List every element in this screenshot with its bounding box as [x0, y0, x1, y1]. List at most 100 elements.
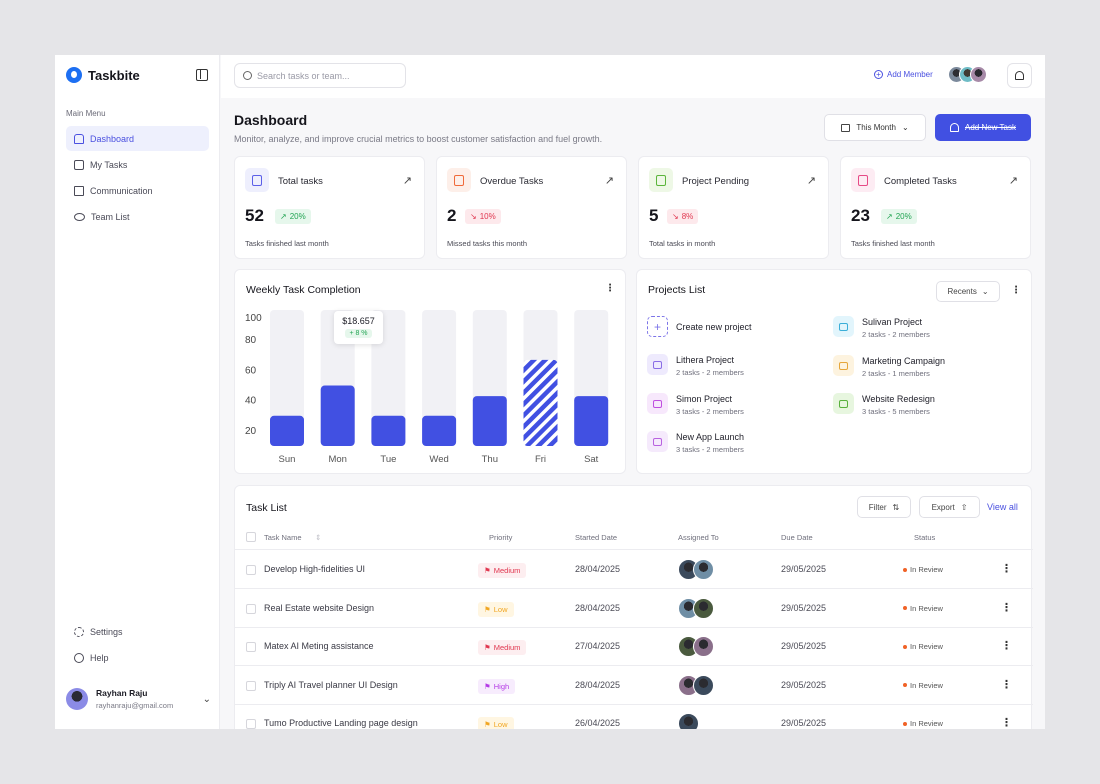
notifications-button[interactable] — [1007, 63, 1032, 88]
export-button[interactable]: Export ⇧ — [919, 496, 980, 518]
date-range-select[interactable]: This Month ⌄ — [824, 114, 926, 141]
task-name[interactable]: Triply AI Travel planner UI Design — [264, 679, 398, 690]
app-logo[interactable]: Taskbite — [66, 67, 140, 83]
started-date: 28/04/2025 — [575, 602, 621, 613]
arrow-up-right-icon[interactable]: ↗ — [604, 175, 614, 187]
search-input[interactable]: Search tasks or team... — [234, 63, 406, 88]
project-item[interactable]: Simon Project 3 tasks - 2 members — [647, 393, 744, 416]
sidebar-item-label: Communication — [90, 185, 153, 196]
bar-sun[interactable] — [270, 415, 304, 446]
create-project-button[interactable]: + Create new project — [647, 316, 752, 337]
task-name[interactable]: Tumo Productive Landing page design — [264, 718, 418, 728]
table-row[interactable]: Develop High-fidelities UI ⚑ Medium 28/04/2… — [235, 551, 1033, 589]
task-name[interactable]: Real Estate website Design — [264, 602, 375, 613]
arrow-up-right-icon[interactable]: ↗ — [402, 175, 412, 187]
trend-down-icon: ↘ — [672, 212, 679, 221]
trend-value: 8% — [681, 212, 694, 221]
sidebar-item-dashboard[interactable]: Dashboard — [66, 126, 209, 151]
bar-sat[interactable] — [574, 396, 609, 446]
recents-select[interactable]: Recents ⌄ — [936, 281, 1000, 302]
sidebar-item-help[interactable]: Help — [66, 645, 209, 670]
add-new-task-button[interactable]: Add New Task — [935, 114, 1031, 141]
stat-value: 5 — [649, 206, 659, 225]
sort-icon[interactable]: ⇕ — [315, 533, 322, 542]
stat-card[interactable]: Project Pending ↗ 5 ↘ 8% Total tasks in month — [638, 156, 829, 259]
project-meta: 3 tasks - 5 members — [862, 407, 930, 416]
y-tick-label: 60 — [245, 365, 257, 376]
due-date: 29/05/2025 — [781, 564, 827, 574]
stat-icon — [649, 168, 673, 192]
table-row[interactable]: Real Estate website Design ⚑ Low 28/04/2025… — [235, 590, 1033, 628]
more-icon[interactable]: ⋮ — [1001, 717, 1012, 729]
sidebar-item-my-tasks[interactable]: My Tasks — [66, 152, 209, 177]
more-icon[interactable]: ⋮ — [1001, 640, 1012, 652]
assignee-avatars[interactable] — [678, 636, 714, 657]
add-task-label: Add New Task — [965, 123, 1016, 132]
avatar — [693, 636, 714, 657]
bar-wed[interactable] — [422, 415, 457, 446]
task-name[interactable]: Matex AI Meting assistance — [264, 641, 374, 651]
status-badge: In Review — [903, 604, 943, 613]
assignee-avatars[interactable] — [678, 597, 714, 619]
arrow-up-right-icon[interactable]: ↗ — [806, 175, 816, 187]
project-item[interactable]: Sulivan Project 2 tasks - 2 members — [833, 316, 930, 339]
assignee-avatars[interactable] — [678, 713, 699, 729]
project-item[interactable]: Marketing Campaign 2 tasks - 1 members — [833, 355, 945, 378]
row-checkbox[interactable] — [246, 719, 256, 729]
bell-icon — [950, 123, 959, 132]
due-date: 29/05/2025 — [781, 679, 827, 690]
stat-card[interactable]: Completed Tasks ↗ 23 ↗ 20% Tasks finished las… — [840, 156, 1031, 259]
task-name[interactable]: Develop High-fidelities UI — [264, 564, 366, 574]
more-icon[interactable]: ⋮ — [1001, 601, 1012, 614]
priority-label: Low — [493, 720, 508, 729]
table-row[interactable]: Matex AI Meting assistance ⚑ Medium 27/04/2… — [235, 628, 1033, 666]
member-avatars[interactable] — [948, 66, 987, 83]
select-all-checkbox[interactable] — [246, 532, 256, 542]
row-checkbox[interactable] — [246, 565, 256, 575]
trend-badge: ↘ 10% — [465, 209, 501, 224]
bar-fri[interactable] — [523, 359, 558, 446]
more-icon[interactable]: ⋮ — [605, 283, 615, 294]
assignee-avatars[interactable] — [678, 674, 714, 696]
trend-down-icon: ↘ — [470, 212, 477, 221]
stat-value: 2 — [447, 206, 457, 225]
user-profile[interactable]: Rayhan Raju rayhanraju@gmail.com ⌄ — [66, 688, 211, 710]
bar-thu[interactable] — [472, 396, 507, 446]
sidebar-item-label: Dashboard — [90, 133, 135, 144]
sidebar-item-team-list[interactable]: Team List — [66, 204, 209, 229]
chevron-down-icon: ⌄ — [981, 287, 989, 296]
table-row[interactable]: Triply AI Travel planner UI Design ⚑ High 2… — [235, 667, 1033, 705]
add-member-button[interactable]: + Add Member — [874, 70, 933, 79]
column-header[interactable]: Task Name — [264, 533, 302, 542]
status-badge: In Review — [903, 642, 943, 651]
row-checkbox[interactable] — [246, 680, 256, 691]
task-list-title: Task List — [246, 502, 287, 514]
status-dot-icon — [903, 644, 907, 649]
stat-card[interactable]: Overdue Tasks ↗ 2 ↘ 10% Missed tasks this mon… — [436, 156, 627, 259]
stat-card[interactable]: Total tasks ↗ 52 ↗ 20% Tasks finished last mo… — [234, 156, 425, 259]
flag-icon: ⚑ — [484, 681, 491, 691]
user-name: Rayhan Raju — [96, 688, 148, 698]
table-row[interactable]: Tumo Productive Landing page design ⚑ Low 2… — [235, 705, 1033, 729]
sidebar-toggle-icon[interactable] — [196, 69, 208, 81]
chevron-down-icon[interactable]: ⌄ — [202, 693, 211, 705]
assignee-avatars[interactable] — [678, 559, 714, 580]
row-checkbox[interactable] — [246, 603, 256, 614]
bar-tue[interactable] — [371, 415, 406, 446]
filter-button[interactable]: Filter ⇅ — [857, 496, 911, 518]
bar-mon[interactable] — [320, 385, 355, 446]
more-icon[interactable]: ⋮ — [1001, 678, 1012, 691]
row-checkbox[interactable] — [246, 642, 256, 652]
view-all-link[interactable]: View all — [987, 502, 1018, 512]
arrow-up-right-icon[interactable]: ↗ — [1008, 175, 1018, 187]
project-item[interactable]: New App Launch 3 tasks - 2 members — [647, 431, 744, 454]
bar-track — [422, 310, 457, 446]
sidebar-item-communication[interactable]: Communication — [66, 178, 209, 203]
more-icon[interactable]: ⋮ — [1001, 563, 1012, 575]
more-icon[interactable]: ⋮ — [1011, 285, 1021, 296]
project-item[interactable]: Website Redesign 3 tasks - 5 members — [833, 393, 935, 416]
project-item[interactable]: Lithera Project 2 tasks - 2 members — [647, 354, 744, 377]
status-dot-icon — [903, 567, 907, 572]
chart-tooltip: $18.657 + 8 % — [334, 311, 383, 344]
sidebar-item-settings[interactable]: Settings — [66, 619, 209, 644]
